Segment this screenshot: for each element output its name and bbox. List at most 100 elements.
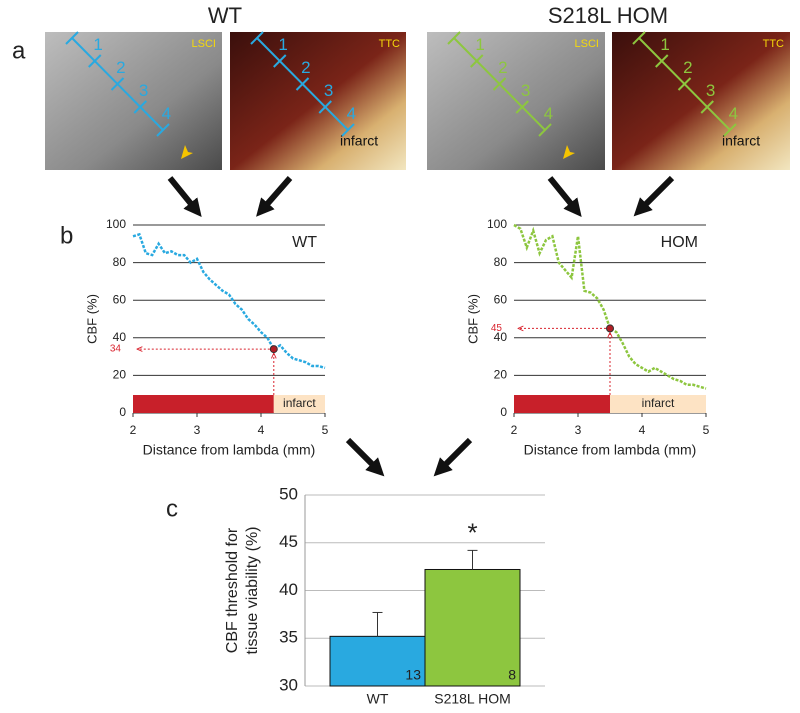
- y-tick-label: 20: [494, 368, 508, 382]
- x-tick-label: S218L HOM: [434, 691, 511, 707]
- image-note: infarct: [340, 133, 378, 149]
- image-label: TTC: [763, 38, 784, 50]
- segment-label: 2: [683, 58, 692, 77]
- y-tick-label: 40: [494, 330, 508, 344]
- region-label: infarct: [283, 396, 316, 410]
- bar: [329, 635, 426, 687]
- y-tick-label: 80: [113, 255, 127, 269]
- segment-label: 1: [278, 35, 287, 54]
- profile-tick: [655, 54, 669, 68]
- image-label: LSCI: [575, 38, 599, 50]
- group-title: S218L HOM: [548, 3, 668, 28]
- flow-arrow: [345, 437, 385, 477]
- x-tick-label: 3: [194, 423, 201, 437]
- y-tick-label: 0: [119, 405, 126, 419]
- cbf-line: [132, 232, 326, 370]
- panel-label: b: [60, 222, 73, 249]
- y-tick-label: 60: [113, 292, 127, 306]
- profile-tick: [723, 123, 737, 137]
- profile-tick: [65, 31, 79, 45]
- x-axis-label: Distance from lambda (mm): [143, 442, 316, 458]
- segment-label: 3: [521, 81, 530, 100]
- series-label: HOM: [661, 234, 698, 251]
- panel-label: c: [166, 495, 178, 522]
- infarct-region: [273, 395, 325, 413]
- segment-label: 1: [660, 35, 669, 54]
- y-tick-label: 30: [279, 675, 298, 694]
- x-tick-label: 4: [639, 423, 646, 437]
- segment-label: 1: [93, 35, 102, 54]
- flow-arrow: [433, 437, 473, 477]
- x-tick-label: 3: [575, 423, 582, 437]
- infarct-region: [610, 395, 706, 413]
- bar: [424, 568, 521, 687]
- n-label: 8: [508, 667, 516, 683]
- y-tick-label: 50: [279, 484, 298, 503]
- y-axis-label: CBF threshold for: [224, 527, 241, 653]
- y-tick-label: 40: [113, 330, 127, 344]
- y-axis-label: tissue viability (%): [244, 526, 261, 654]
- profile-tick: [447, 31, 461, 45]
- flow-arrow: [547, 176, 582, 217]
- profile-tick: [295, 77, 310, 91]
- x-tick-label: 2: [130, 423, 137, 437]
- x-tick-label: 2: [511, 423, 518, 437]
- y-axis-label: CBF (%): [465, 294, 480, 344]
- x-tick-label: 5: [322, 423, 329, 437]
- segment-label: 4: [729, 104, 738, 123]
- image-label: LSCI: [192, 38, 216, 50]
- x-tick-label: 5: [703, 423, 710, 437]
- profile-tick: [133, 100, 147, 114]
- segment-label: 4: [544, 104, 553, 123]
- segment-label: 4: [347, 104, 356, 123]
- segment-label: 2: [498, 58, 507, 77]
- group-title: WT: [208, 3, 242, 28]
- x-tick-label: WT: [367, 691, 389, 707]
- arrowhead-icon: [563, 145, 575, 159]
- image-note: infarct: [722, 133, 760, 149]
- segment-label: 3: [324, 81, 333, 100]
- region-label: infarct: [642, 396, 675, 410]
- flow-arrow: [256, 176, 293, 217]
- y-tick-label: 20: [113, 368, 127, 382]
- y-tick-label: 45: [279, 532, 298, 551]
- segment-label: 1: [475, 35, 484, 54]
- profile-tick: [318, 100, 332, 114]
- profile-tick: [341, 123, 355, 137]
- image-label: TTC: [379, 38, 400, 50]
- x-tick-label: 4: [258, 423, 265, 437]
- segment-label: 2: [301, 58, 310, 77]
- profile-tick: [677, 77, 692, 91]
- y-tick-label: 40: [279, 580, 298, 599]
- threshold-label: 45: [491, 323, 503, 334]
- segment-label: 4: [162, 104, 171, 123]
- profile-tick: [515, 100, 529, 114]
- profile-tick: [156, 123, 170, 137]
- threshold-label: 34: [110, 344, 122, 355]
- segment-label: 3: [139, 81, 148, 100]
- profile-tick: [492, 77, 507, 91]
- threshold-point: [269, 345, 278, 354]
- y-tick-label: 80: [494, 255, 508, 269]
- profile-tick: [250, 31, 264, 45]
- y-tick-label: 35: [279, 628, 298, 647]
- viable-region: [133, 395, 274, 413]
- profile-tick: [538, 123, 552, 137]
- segment-label: 3: [706, 81, 715, 100]
- y-axis-label: CBF (%): [84, 294, 99, 344]
- arrowhead-icon: [181, 145, 193, 159]
- x-axis-label: Distance from lambda (mm): [524, 442, 697, 458]
- profile-tick: [273, 54, 287, 68]
- significance: *: [467, 517, 477, 547]
- profile-tick: [632, 31, 646, 45]
- profile-tick: [88, 54, 102, 68]
- flow-arrow: [167, 176, 202, 217]
- viable-region: [514, 395, 610, 413]
- panel-label: a: [12, 37, 26, 64]
- n-label: 13: [405, 667, 421, 683]
- y-tick-label: 60: [494, 292, 508, 306]
- segment-label: 2: [116, 58, 125, 77]
- threshold-point: [606, 324, 614, 333]
- series-label: WT: [292, 234, 317, 251]
